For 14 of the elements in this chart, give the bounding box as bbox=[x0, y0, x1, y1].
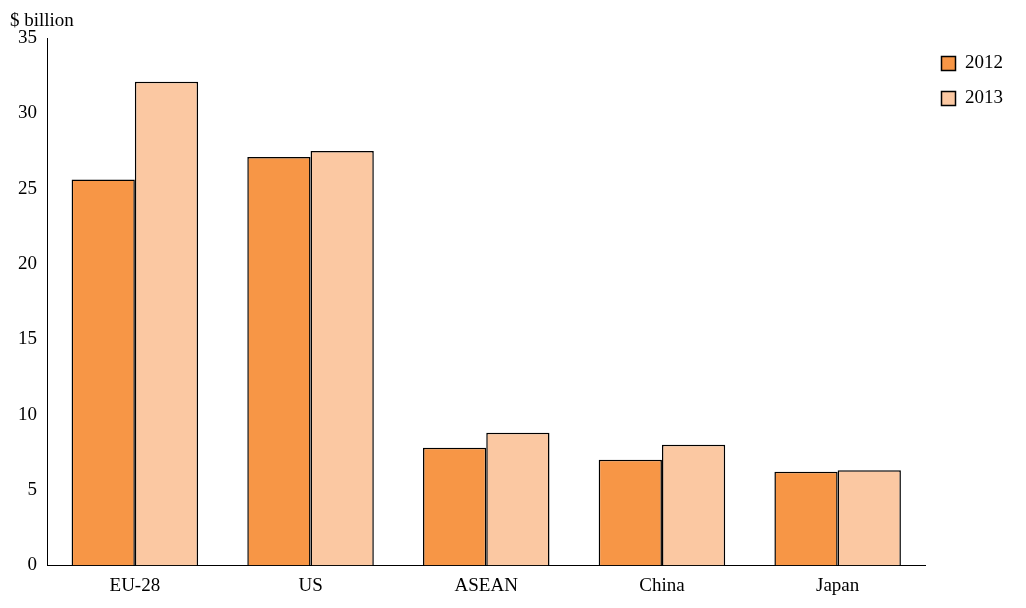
x-tick-label: US bbox=[298, 573, 323, 595]
y-tick-label: 0 bbox=[27, 553, 37, 575]
x-tick-label: ASEAN bbox=[454, 573, 519, 595]
y-tick-label: 10 bbox=[18, 402, 37, 424]
x-tick-label: EU-28 bbox=[109, 573, 161, 595]
y-tick-label: 20 bbox=[18, 251, 37, 273]
legend-label: 2013 bbox=[965, 86, 1003, 108]
y-tick-label: 15 bbox=[18, 327, 37, 349]
legend-label: 2012 bbox=[965, 51, 1003, 73]
x-tick-label: Japan bbox=[816, 573, 860, 595]
y-tick-label: 30 bbox=[18, 101, 37, 123]
y-tick-label: 5 bbox=[27, 477, 37, 499]
x-tick-label: China bbox=[639, 573, 686, 595]
y-tick-label: 25 bbox=[18, 176, 37, 198]
